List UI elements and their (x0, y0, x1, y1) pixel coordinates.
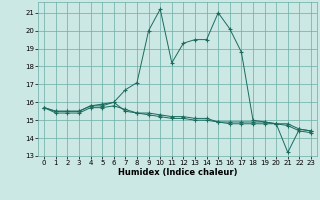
X-axis label: Humidex (Indice chaleur): Humidex (Indice chaleur) (118, 168, 237, 177)
